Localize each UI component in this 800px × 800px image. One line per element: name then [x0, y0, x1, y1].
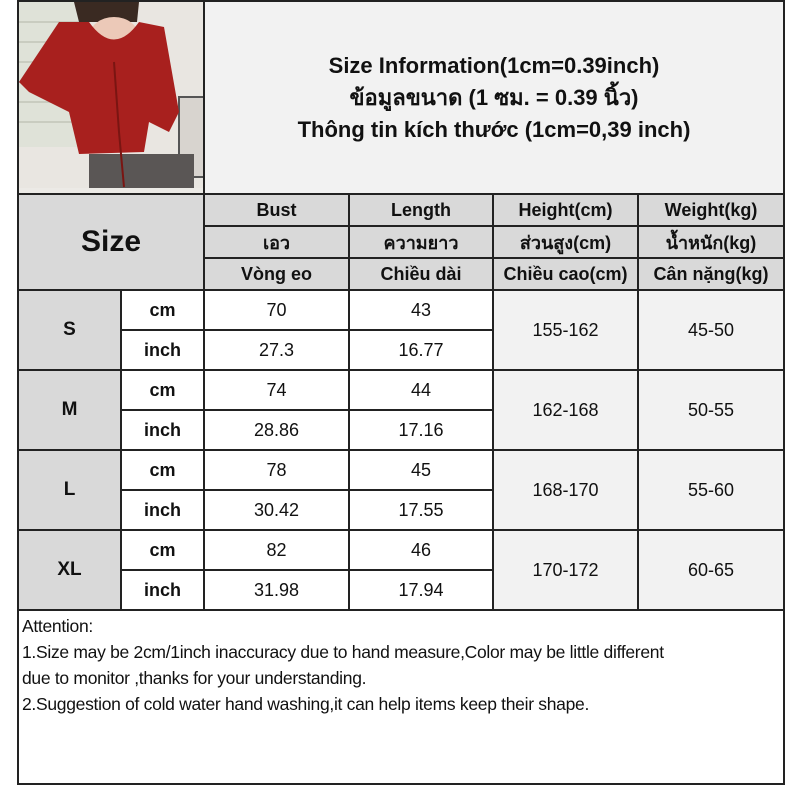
- weight-range: 45-50: [637, 289, 785, 371]
- bust-cm: 74: [203, 369, 350, 411]
- attention-notes: Attention: 1.Size may be 2cm/1inch inacc…: [17, 609, 785, 785]
- bust-inch: 27.3: [203, 329, 350, 371]
- length-inch: 16.77: [348, 329, 494, 371]
- height-range: 170-172: [492, 529, 639, 611]
- table-row: inch 28.86 17.16: [18, 409, 784, 451]
- unit-cm: cm: [120, 529, 205, 571]
- table-row: inch 31.98 17.94: [18, 569, 784, 611]
- unit-inch: inch: [120, 329, 205, 371]
- col-bust-th: เอว: [203, 225, 350, 259]
- unit-inch: inch: [120, 409, 205, 451]
- unit-inch: inch: [120, 569, 205, 611]
- bust-cm: 70: [203, 289, 350, 331]
- col-weight-vi: Cân nặng(kg): [637, 257, 785, 291]
- col-height-th: ส่วนสูง(cm): [492, 225, 639, 259]
- bust-inch: 31.98: [203, 569, 350, 611]
- length-cm: 44: [348, 369, 494, 411]
- size-l: L: [17, 449, 122, 531]
- unit-cm: cm: [120, 369, 205, 411]
- height-range: 162-168: [492, 369, 639, 451]
- bust-cm: 82: [203, 529, 350, 571]
- bust-inch: 28.86: [203, 409, 350, 451]
- col-bust-vi: Vòng eo: [203, 257, 350, 291]
- table-row: S cm 70 43 155-162 45-50: [17, 289, 785, 371]
- size-chart: Size Information(1cm=0.39inch) ข้อมูลขนา…: [17, 0, 785, 785]
- title-english: Size Information(1cm=0.39inch): [328, 52, 660, 78]
- col-height-en: Height(cm): [492, 193, 639, 227]
- size-table: Size Information(1cm=0.39inch) ข้อมูลขนา…: [17, 0, 785, 785]
- table-row: L cm 78 45 168-170 55-60: [17, 449, 785, 531]
- size-xl: XL: [17, 529, 122, 611]
- length-cm: 46: [348, 529, 494, 571]
- unit-cm: cm: [120, 289, 205, 331]
- bust-cm: 78: [203, 449, 350, 491]
- length-inch: 17.55: [348, 489, 494, 531]
- height-range: 155-162: [492, 289, 639, 371]
- length-inch: 17.16: [348, 409, 494, 451]
- size-s: S: [17, 289, 122, 371]
- attention-heading: Attention:: [22, 616, 93, 636]
- length-cm: 43: [348, 289, 494, 331]
- table-row: inch 30.42 17.55: [18, 489, 784, 531]
- weight-range: 60-65: [637, 529, 785, 611]
- size-info-header: Size Information(1cm=0.39inch) ข้อมูลขนา…: [203, 0, 785, 195]
- unit-inch: inch: [120, 489, 205, 531]
- attention-line-2: due to monitor ,thanks for your understa…: [22, 668, 367, 688]
- col-length-vi: Chiều dài: [348, 257, 494, 291]
- size-heading: Size: [17, 193, 205, 291]
- title-thai: ข้อมูลขนาด (1 ซม. = 0.39 นิ้ว): [349, 84, 639, 110]
- col-length-en: Length: [348, 193, 494, 227]
- table-row: XL cm 82 46 170-172 60-65: [17, 529, 785, 611]
- size-m: M: [17, 369, 122, 451]
- table-row: M cm 74 44 162-168 50-55: [17, 369, 785, 451]
- col-weight-th: น้ำหนัก(kg): [637, 225, 785, 259]
- weight-range: 55-60: [637, 449, 785, 531]
- col-bust-en: Bust: [203, 193, 350, 227]
- product-photo: [17, 0, 205, 195]
- weight-range: 50-55: [637, 369, 785, 451]
- bust-inch: 30.42: [203, 489, 350, 531]
- col-height-vi: Chiều cao(cm): [492, 257, 639, 291]
- height-range: 168-170: [492, 449, 639, 531]
- attention-line-3: 2.Suggestion of cold water hand washing,…: [22, 694, 590, 714]
- attention-line-1: 1.Size may be 2cm/1inch inaccuracy due t…: [22, 642, 664, 662]
- product-image: [20, 3, 202, 188]
- unit-cm: cm: [120, 449, 205, 491]
- col-length-th: ความยาว: [348, 225, 494, 259]
- table-row: inch 27.3 16.77: [18, 329, 784, 371]
- title-vietnamese: Thông tin kích thước (1cm=0,39 inch): [297, 116, 691, 142]
- length-cm: 45: [348, 449, 494, 491]
- col-weight-en: Weight(kg): [637, 193, 785, 227]
- length-inch: 17.94: [348, 569, 494, 611]
